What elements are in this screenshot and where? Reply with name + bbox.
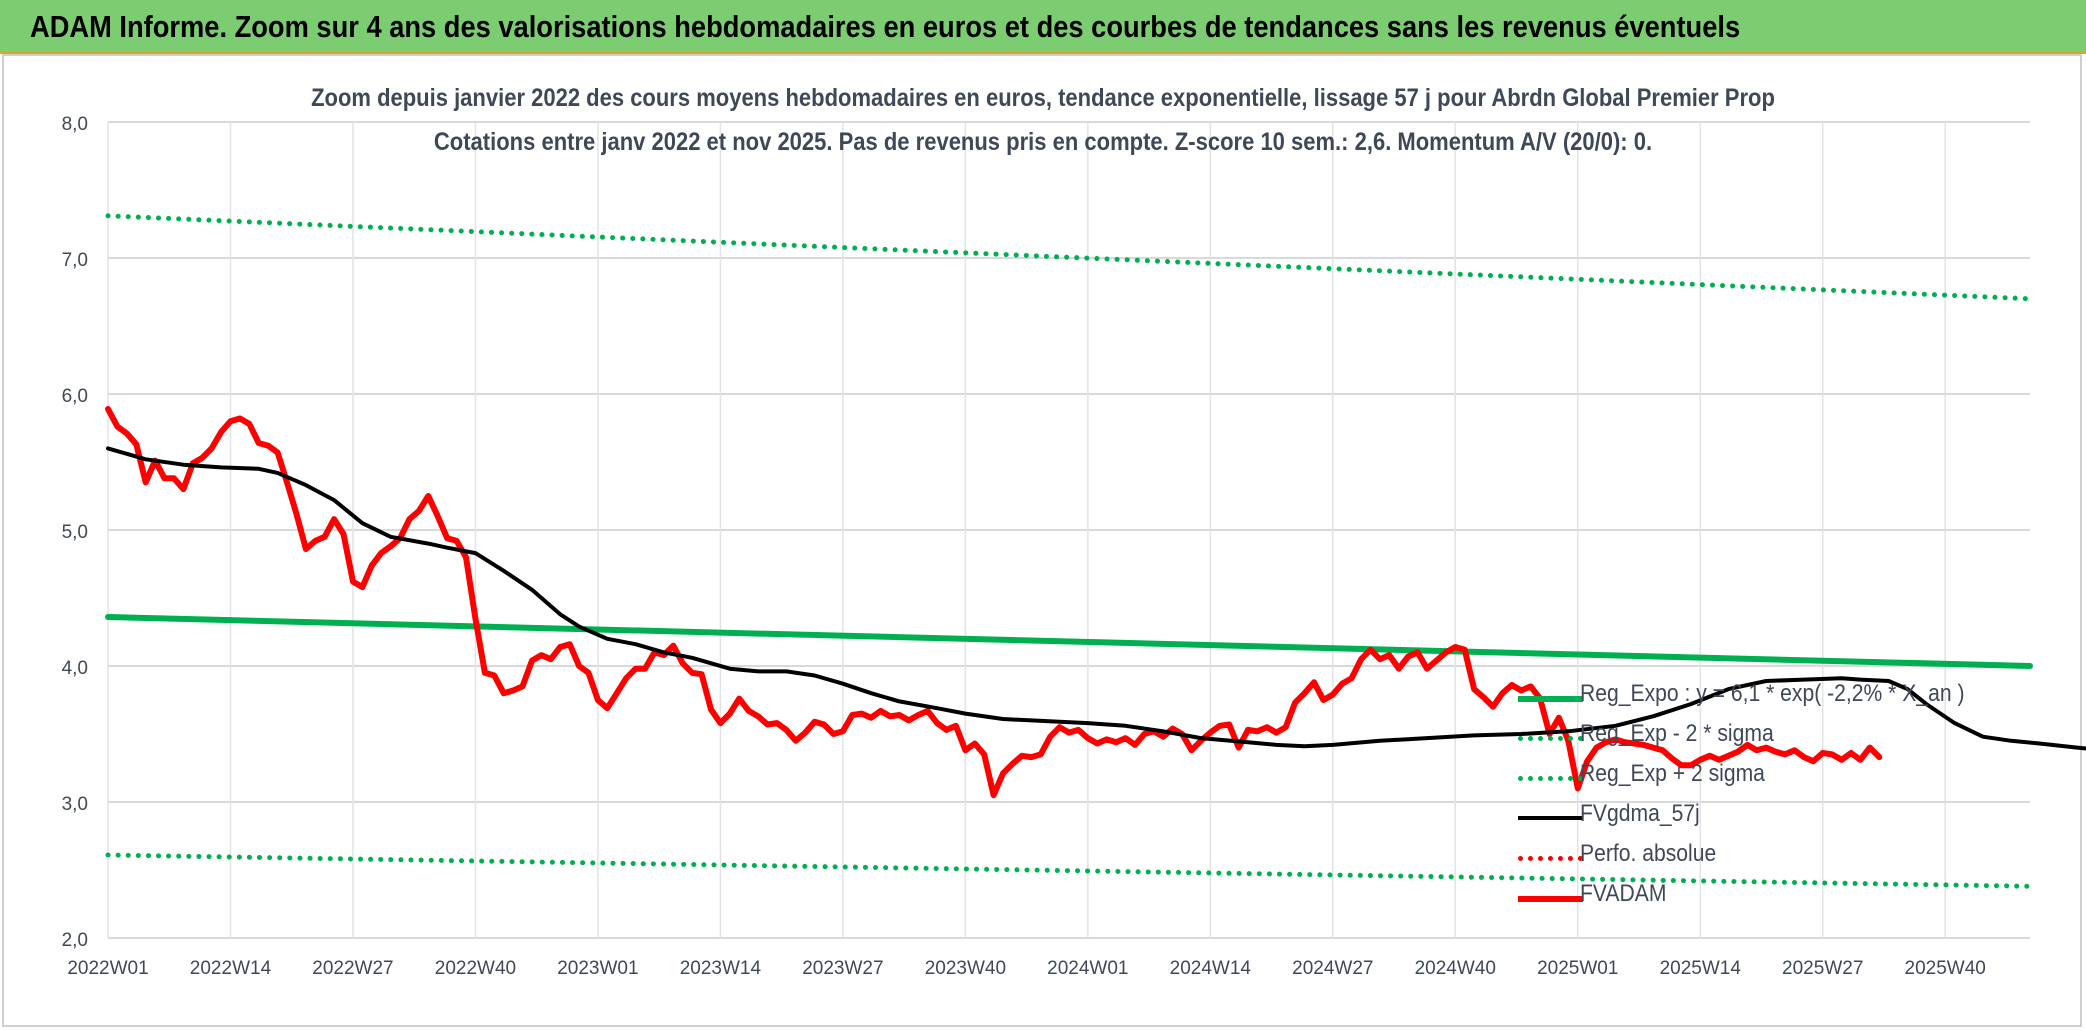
legend-item: Perfo. absolue (1510, 838, 2020, 878)
legend-label: Reg_Exp + 2 sigma (1580, 760, 1765, 787)
legend-swatch (1518, 896, 1583, 902)
y-axis-ticks: 2,0 3,0 4,0 5,0 6,0 7,0 8,0 (62, 114, 88, 951)
series-line-1 (105, 852, 2033, 889)
legend-swatch (1518, 696, 1583, 702)
series-line-5 (105, 406, 1883, 799)
legend-label: Reg_Expo : y = 6,1 * exp( -2,2% * X_an ) (1580, 680, 1965, 707)
x-tick-label: 2022W27 (312, 958, 393, 979)
legend-swatch (1518, 816, 1583, 820)
x-tick-label: 2023W27 (802, 958, 883, 979)
y-tick-label: 4,0 (62, 658, 88, 679)
y-tick-label: 5,0 (62, 522, 88, 543)
legend-label: Reg_Exp - 2 * sigma (1580, 720, 1774, 747)
legend-item: FVgdma_57j (1510, 798, 2020, 838)
chart-title: Zoom depuis janvier 2022 des cours moyen… (311, 84, 1775, 112)
x-tick-label: 2022W40 (435, 958, 516, 979)
x-tick-label: 2025W27 (1782, 958, 1863, 979)
x-tick-label: 2024W01 (1047, 958, 1128, 979)
legend-swatch (1518, 856, 1583, 861)
legend-label: FVADAM (1580, 880, 1667, 907)
y-tick-label: 7,0 (62, 250, 88, 271)
legend-label: Perfo. absolue (1580, 840, 1717, 867)
x-tick-label: 2022W01 (67, 958, 148, 979)
chart-subtitle: Cotations entre janv 2022 et nov 2025. P… (433, 128, 1653, 156)
x-tick-label: 2023W40 (925, 958, 1006, 979)
x-tick-label: 2023W01 (557, 958, 638, 979)
y-tick-label: 8,0 (62, 114, 88, 135)
legend-swatch (1518, 736, 1583, 741)
x-tick-label: 2022W14 (190, 958, 272, 979)
series-line-2 (105, 213, 2033, 302)
x-tick-label: 2025W40 (1905, 958, 1986, 979)
header-banner: ADAM Informe. Zoom sur 4 ans des valoris… (0, 0, 2086, 54)
x-tick-label: 2024W40 (1415, 958, 1496, 979)
legend-item: Reg_Exp - 2 * sigma (1510, 718, 2020, 758)
series-line-3 (106, 446, 2086, 751)
chart-legend: Reg_Expo : y = 6,1 * exp( -2,2% * X_an )… (1510, 678, 2020, 918)
page-title: ADAM Informe. Zoom sur 4 ans des valoris… (30, 9, 1741, 44)
legend-label: FVgdma_57j (1580, 800, 1700, 827)
legend-item: FVADAM (1510, 878, 2020, 918)
legend-item: Reg_Exp + 2 sigma (1510, 758, 2020, 798)
chart-frame (2, 54, 2082, 1027)
x-tick-label: 2025W14 (1660, 958, 1742, 979)
y-tick-label: 2,0 (62, 930, 88, 951)
x-tick-label: 2025W01 (1537, 958, 1618, 979)
x-tick-label: 2024W14 (1170, 958, 1252, 979)
legend-item: Reg_Expo : y = 6,1 * exp( -2,2% * X_an ) (1510, 678, 2020, 718)
y-tick-label: 3,0 (62, 794, 88, 815)
x-tick-label: 2024W27 (1292, 958, 1373, 979)
legend-swatch (1518, 776, 1583, 781)
series-line-0 (105, 614, 2033, 669)
chart-series (105, 213, 2086, 889)
y-tick-label: 6,0 (62, 386, 88, 407)
x-tick-label: 2023W14 (680, 958, 762, 979)
x-axis-ticks: 2022W01 2022W14 2022W27 2022W40 2023W01 2023W… (67, 958, 1986, 979)
